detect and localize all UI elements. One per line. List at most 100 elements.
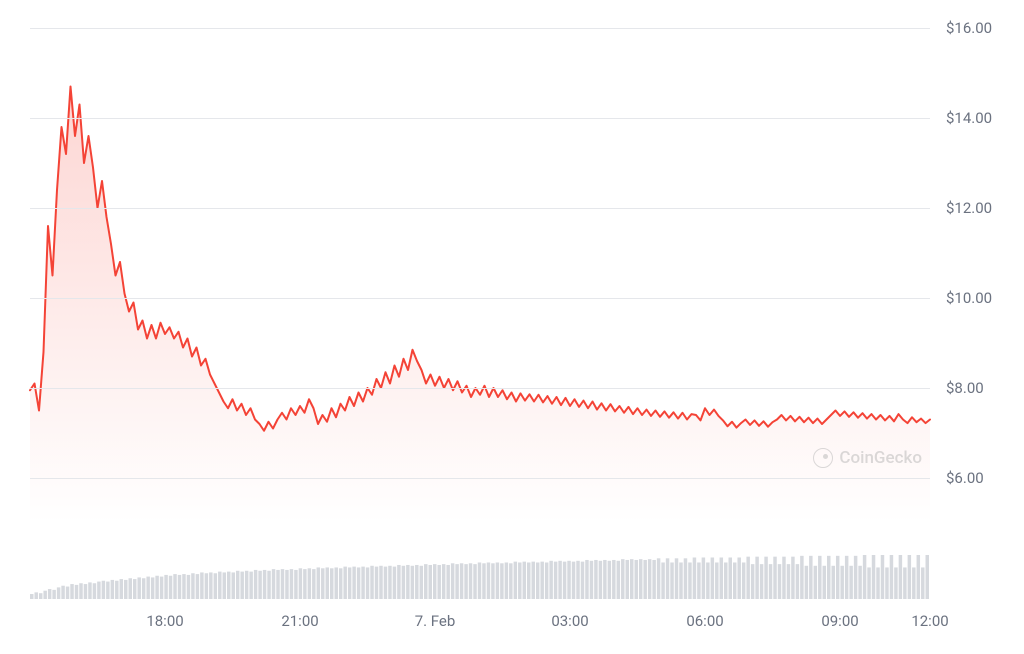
y-tick-label: $16.00 bbox=[946, 19, 992, 37]
volume-bar bbox=[57, 587, 60, 599]
volume-bar bbox=[339, 568, 342, 599]
volume-bar bbox=[173, 574, 176, 599]
volume-bar bbox=[778, 564, 781, 599]
y-tick-label: $14.00 bbox=[946, 109, 992, 127]
volume-bar bbox=[214, 573, 217, 599]
volume-bar bbox=[836, 556, 839, 599]
price-chart[interactable]: $6.00$8.00$10.00$12.00$14.00$16.00 18:00… bbox=[0, 0, 1024, 654]
volume-bar bbox=[437, 565, 440, 599]
volume-bar bbox=[75, 585, 78, 599]
volume-bar bbox=[926, 555, 929, 599]
grid-line bbox=[30, 478, 930, 479]
volume-bar bbox=[876, 567, 879, 599]
volume-bar bbox=[576, 561, 579, 599]
volume-bar bbox=[352, 567, 355, 599]
volume-bar bbox=[903, 567, 906, 599]
volume-bar bbox=[218, 572, 221, 599]
x-tick-label: 03:00 bbox=[551, 612, 588, 630]
volume-bar bbox=[831, 566, 834, 599]
volume-bar bbox=[48, 589, 51, 599]
volume-bar bbox=[196, 574, 199, 599]
volume-bar bbox=[845, 556, 848, 599]
volume-bar bbox=[500, 563, 503, 599]
volume-bar bbox=[97, 582, 100, 599]
volume-bar bbox=[258, 571, 261, 599]
volume-bar bbox=[61, 586, 64, 599]
volume-bar bbox=[406, 565, 409, 599]
volume-bar bbox=[191, 573, 194, 599]
volume-bar bbox=[249, 572, 252, 599]
volume-bar bbox=[697, 562, 700, 599]
y-tick-label: $8.00 bbox=[946, 379, 984, 397]
volume-bar bbox=[303, 569, 306, 599]
volume-bar bbox=[375, 567, 378, 599]
volume-bar bbox=[688, 562, 691, 599]
volume-bar bbox=[469, 563, 472, 599]
volume-bar bbox=[267, 571, 270, 599]
volume-bar bbox=[760, 564, 763, 599]
volume-bar bbox=[124, 580, 127, 599]
volume-bar bbox=[661, 562, 664, 599]
volume-bar bbox=[854, 556, 857, 599]
volume-bar bbox=[684, 558, 687, 599]
volume-bar bbox=[384, 567, 387, 599]
volume-bar bbox=[317, 567, 320, 599]
volume-bar bbox=[379, 566, 382, 599]
volume-bar bbox=[823, 566, 826, 599]
volume-bar bbox=[43, 591, 46, 599]
volume-bar bbox=[433, 564, 436, 599]
volume-bar bbox=[755, 557, 758, 599]
volume-bar bbox=[675, 558, 678, 599]
volume-bar bbox=[599, 561, 602, 599]
volume-bar bbox=[330, 568, 333, 599]
volume-bar bbox=[796, 564, 799, 599]
volume-bar bbox=[482, 563, 485, 599]
watermark-text: CoinGecko bbox=[839, 448, 922, 468]
volume-bar bbox=[397, 565, 400, 599]
volume-bar bbox=[442, 564, 445, 599]
volume-bar bbox=[343, 567, 346, 599]
volume-bar bbox=[415, 565, 418, 599]
volume-bar bbox=[424, 564, 427, 599]
volume-bar bbox=[858, 566, 861, 599]
volume-bar bbox=[867, 567, 870, 599]
volume-bar bbox=[227, 572, 230, 599]
volume-bar bbox=[272, 569, 275, 599]
volume-bar bbox=[630, 559, 633, 599]
volume-bar bbox=[312, 569, 315, 599]
volume-bar bbox=[702, 557, 705, 599]
x-tick-label: 21:00 bbox=[281, 612, 318, 630]
volume-bar bbox=[840, 566, 843, 599]
volume-bar bbox=[491, 563, 494, 599]
x-tick-label: 7. Feb bbox=[415, 612, 456, 630]
volume-bar bbox=[652, 560, 655, 599]
volume-bar bbox=[899, 555, 902, 599]
volume-bar bbox=[487, 562, 490, 599]
volume-bar bbox=[290, 569, 293, 599]
volume-bar bbox=[478, 562, 481, 599]
volume-bar bbox=[608, 561, 611, 599]
volume-bar bbox=[908, 555, 911, 599]
volume-bar bbox=[451, 563, 454, 599]
volume-bar bbox=[782, 557, 785, 599]
volume-bar bbox=[558, 561, 561, 599]
volume-bar bbox=[563, 562, 566, 599]
price-area bbox=[30, 87, 930, 524]
volume-bar bbox=[429, 565, 432, 599]
volume-bar bbox=[894, 567, 897, 599]
volume-bar bbox=[455, 564, 458, 599]
volume-bar bbox=[567, 561, 570, 599]
volume-bar bbox=[733, 562, 736, 599]
volume-bar bbox=[540, 562, 543, 599]
volume-bar bbox=[402, 566, 405, 599]
volume-bars bbox=[30, 555, 930, 599]
x-tick-label: 12:00 bbox=[911, 612, 948, 630]
volume-bar bbox=[536, 562, 539, 599]
plot-area[interactable] bbox=[30, 28, 930, 523]
volume-bar bbox=[348, 567, 351, 599]
volume-bar bbox=[581, 562, 584, 599]
volume-bar bbox=[388, 566, 391, 599]
grid-line bbox=[30, 388, 930, 389]
volume-bar bbox=[827, 556, 830, 599]
volume-bar bbox=[79, 583, 82, 599]
